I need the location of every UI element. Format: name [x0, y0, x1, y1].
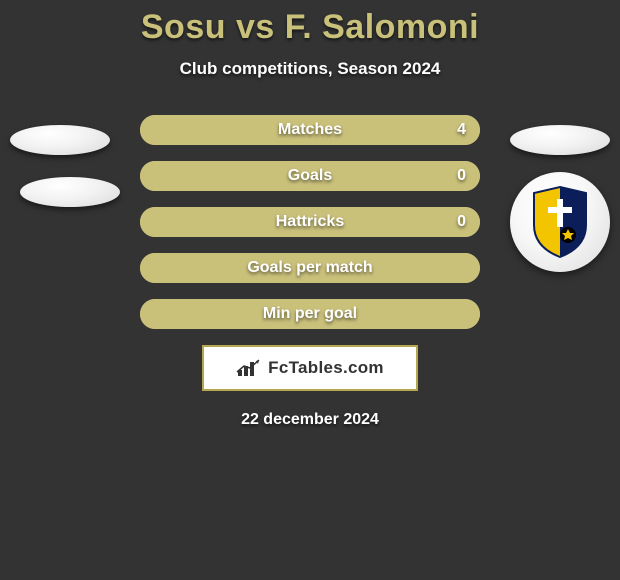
stat-row: Min per goal	[140, 299, 480, 329]
page-title: Sosu vs F. Salomoni	[0, 8, 620, 47]
brand-box[interactable]: FcTables.com	[202, 345, 418, 391]
comparison-card: Sosu vs F. Salomoni Club competitions, S…	[0, 0, 620, 580]
page-subtitle: Club competitions, Season 2024	[0, 59, 620, 79]
brand-text: FcTables.com	[268, 358, 384, 378]
stat-row: Matches4	[140, 115, 480, 145]
player-right-club-badge	[510, 172, 610, 272]
stat-row: Goals0	[140, 161, 480, 191]
stat-value-right: 4	[457, 115, 466, 145]
stat-value-right: 0	[457, 161, 466, 191]
stat-label: Goals	[140, 161, 480, 191]
player-left-avatar-2	[20, 177, 120, 207]
shield-icon	[530, 185, 590, 259]
stat-label: Matches	[140, 115, 480, 145]
player-right-avatar-1	[510, 125, 610, 155]
stat-row: Hattricks0	[140, 207, 480, 237]
bar-chart-icon	[236, 358, 262, 378]
stat-value-right: 0	[457, 207, 466, 237]
stat-label: Goals per match	[140, 253, 480, 283]
stat-label: Hattricks	[140, 207, 480, 237]
stat-label: Min per goal	[140, 299, 480, 329]
stat-rows: Matches4Goals0Hattricks0Goals per matchM…	[140, 115, 480, 329]
player-left-avatar-1	[10, 125, 110, 155]
stat-row: Goals per match	[140, 253, 480, 283]
date-text: 22 december 2024	[0, 411, 620, 429]
